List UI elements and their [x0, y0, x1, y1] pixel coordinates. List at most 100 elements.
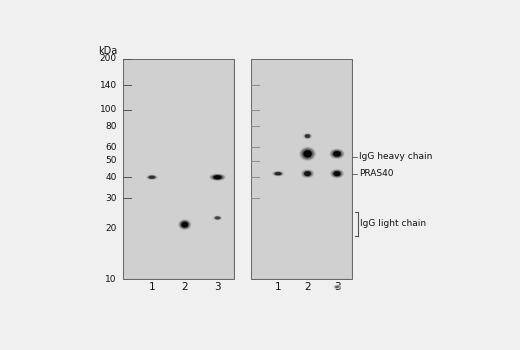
Ellipse shape: [304, 151, 311, 157]
Ellipse shape: [334, 172, 340, 176]
Ellipse shape: [306, 152, 309, 155]
Ellipse shape: [334, 172, 340, 176]
Ellipse shape: [214, 216, 221, 219]
Ellipse shape: [304, 171, 311, 176]
Ellipse shape: [215, 176, 220, 178]
Ellipse shape: [334, 152, 340, 156]
Ellipse shape: [212, 215, 224, 220]
Ellipse shape: [144, 175, 160, 180]
Ellipse shape: [331, 150, 343, 158]
Ellipse shape: [276, 173, 281, 175]
Ellipse shape: [180, 221, 189, 228]
Ellipse shape: [145, 175, 159, 180]
Ellipse shape: [335, 173, 339, 175]
Ellipse shape: [215, 217, 219, 219]
Ellipse shape: [184, 224, 186, 225]
Ellipse shape: [214, 176, 222, 179]
Ellipse shape: [336, 173, 339, 174]
Ellipse shape: [305, 152, 310, 156]
Ellipse shape: [215, 217, 220, 219]
Ellipse shape: [212, 216, 223, 220]
Ellipse shape: [333, 285, 341, 288]
Ellipse shape: [306, 135, 309, 137]
Ellipse shape: [216, 177, 219, 178]
Ellipse shape: [213, 175, 222, 179]
Ellipse shape: [301, 169, 315, 178]
Ellipse shape: [331, 150, 343, 158]
Ellipse shape: [147, 176, 157, 179]
Ellipse shape: [299, 147, 316, 161]
Ellipse shape: [329, 169, 345, 179]
Ellipse shape: [335, 286, 339, 288]
Ellipse shape: [303, 171, 313, 177]
Ellipse shape: [334, 286, 340, 288]
Text: 80: 80: [106, 122, 117, 131]
Ellipse shape: [334, 172, 341, 176]
Ellipse shape: [182, 223, 187, 227]
Ellipse shape: [303, 150, 312, 158]
Ellipse shape: [332, 151, 342, 157]
Ellipse shape: [149, 176, 155, 178]
Ellipse shape: [303, 133, 313, 139]
Ellipse shape: [305, 135, 310, 138]
Ellipse shape: [277, 173, 279, 174]
Ellipse shape: [147, 175, 157, 179]
Text: 2: 2: [304, 282, 311, 292]
Ellipse shape: [335, 286, 339, 288]
Ellipse shape: [336, 173, 338, 174]
Ellipse shape: [275, 173, 281, 175]
Bar: [124, 60, 233, 278]
Text: 30: 30: [106, 194, 117, 203]
Bar: [123, 59, 234, 279]
Ellipse shape: [177, 219, 192, 230]
Ellipse shape: [275, 173, 281, 175]
Ellipse shape: [333, 171, 341, 176]
Text: 140: 140: [100, 80, 117, 90]
Ellipse shape: [183, 223, 187, 226]
Ellipse shape: [184, 224, 186, 225]
Text: 10: 10: [106, 275, 117, 284]
Ellipse shape: [211, 175, 225, 180]
Ellipse shape: [300, 147, 316, 161]
Ellipse shape: [307, 153, 308, 155]
Text: 3: 3: [214, 282, 221, 292]
Ellipse shape: [335, 286, 340, 288]
Ellipse shape: [271, 171, 285, 176]
Ellipse shape: [183, 223, 187, 226]
Ellipse shape: [148, 176, 156, 178]
Ellipse shape: [211, 215, 224, 221]
Text: 2: 2: [181, 282, 188, 292]
Ellipse shape: [334, 286, 340, 288]
Ellipse shape: [274, 172, 282, 175]
Ellipse shape: [150, 176, 154, 178]
Ellipse shape: [149, 176, 155, 178]
Text: 60: 60: [106, 143, 117, 152]
Ellipse shape: [209, 174, 227, 181]
Ellipse shape: [334, 286, 340, 288]
Ellipse shape: [336, 153, 338, 154]
Ellipse shape: [302, 170, 314, 177]
Bar: [251, 59, 352, 279]
Ellipse shape: [149, 176, 154, 178]
Ellipse shape: [303, 171, 312, 176]
Ellipse shape: [332, 170, 342, 177]
Ellipse shape: [178, 219, 192, 230]
Text: 3: 3: [334, 282, 340, 292]
Ellipse shape: [301, 170, 314, 178]
Ellipse shape: [303, 170, 313, 177]
Ellipse shape: [301, 148, 314, 159]
Ellipse shape: [335, 153, 339, 155]
Ellipse shape: [181, 222, 189, 228]
Ellipse shape: [302, 133, 313, 140]
Text: 200: 200: [100, 55, 117, 63]
Ellipse shape: [305, 134, 310, 138]
Ellipse shape: [336, 286, 338, 287]
Ellipse shape: [334, 172, 340, 175]
Ellipse shape: [216, 217, 219, 219]
Ellipse shape: [332, 150, 342, 157]
Ellipse shape: [276, 173, 280, 174]
Ellipse shape: [183, 223, 186, 226]
Ellipse shape: [150, 177, 153, 178]
Ellipse shape: [303, 149, 313, 158]
Ellipse shape: [303, 133, 312, 139]
